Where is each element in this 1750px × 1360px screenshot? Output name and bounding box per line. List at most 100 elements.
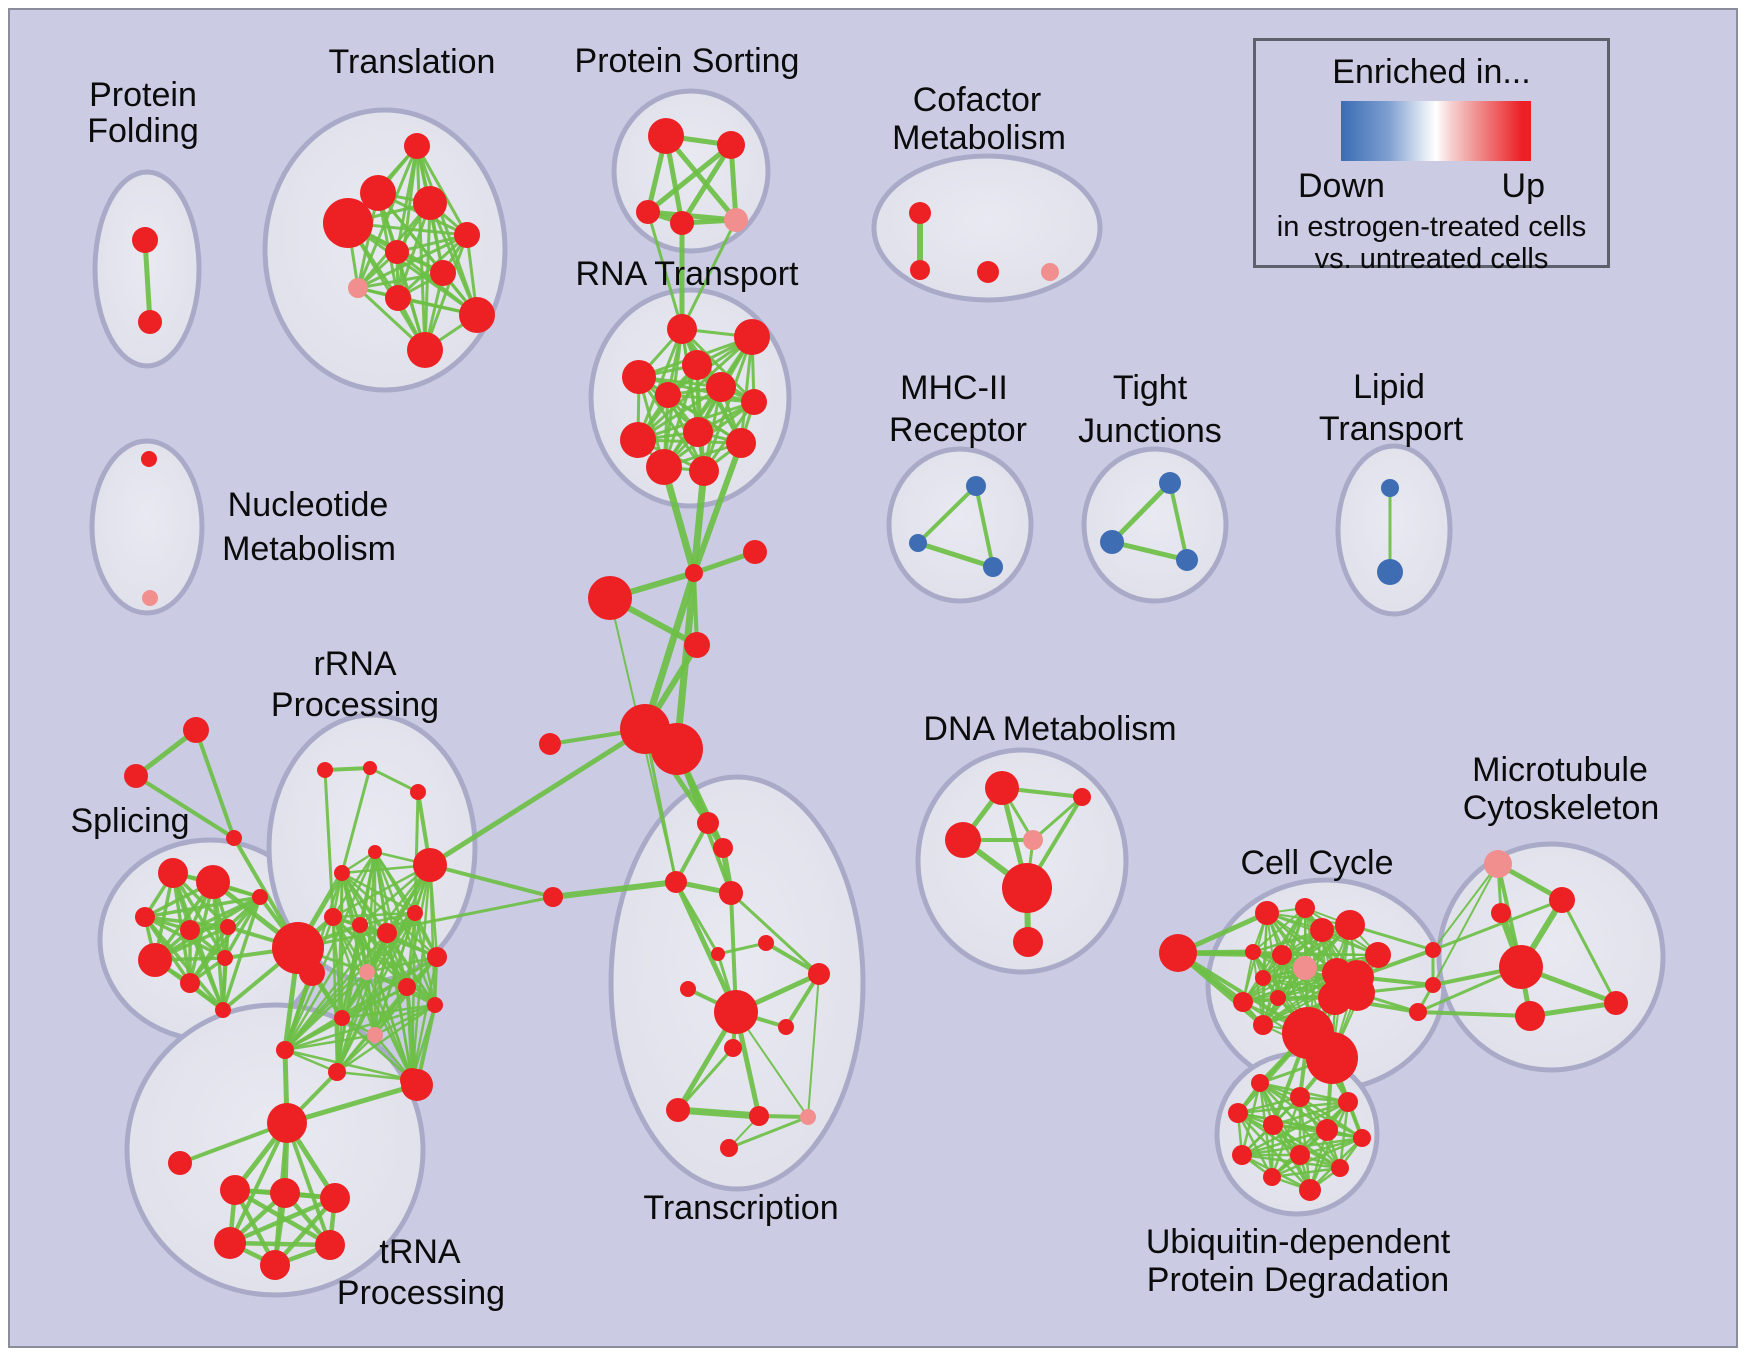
network-node	[215, 1002, 231, 1018]
cluster-ellipse-cofactor-metabolism	[871, 153, 1103, 303]
network-node	[1023, 830, 1043, 850]
network-node	[413, 848, 447, 882]
cluster-label-cofactor-metabolism: Cofactor	[913, 81, 1042, 119]
network-node	[684, 632, 710, 658]
network-node	[711, 947, 725, 961]
network-node	[910, 260, 930, 280]
network-node	[1499, 945, 1543, 989]
network-node	[1159, 472, 1181, 494]
network-node	[720, 1139, 738, 1157]
network-node	[1381, 479, 1399, 497]
network-node	[1425, 942, 1441, 958]
network-node	[427, 947, 447, 967]
cluster-label-cofactor-metabolism: Metabolism	[892, 119, 1066, 157]
network-node	[1335, 910, 1365, 940]
cluster-label-translation: Translation	[329, 43, 496, 81]
cluster-label-mhc-ii-receptor: Receptor	[889, 411, 1027, 449]
network-node	[670, 211, 694, 235]
network-node	[334, 865, 350, 881]
network-node	[724, 208, 748, 232]
network-node	[734, 319, 770, 355]
network-node	[1263, 1168, 1281, 1186]
network-node	[636, 200, 660, 224]
cluster-ellipse-tight-junctions	[1081, 446, 1229, 604]
network-node	[352, 917, 368, 933]
network-node	[299, 960, 325, 986]
network-node	[276, 1041, 294, 1059]
network-node	[427, 997, 443, 1013]
cluster-ellipse-microtubule-cytoskeleton	[1436, 841, 1666, 1073]
cluster-ellipse-lipid-transport	[1335, 443, 1453, 617]
network-node	[124, 764, 148, 788]
cluster-label-ubiquitin-dependent-protein-degradation: Protein Degradation	[1147, 1261, 1449, 1299]
network-node	[1002, 863, 1052, 913]
network-node	[404, 133, 430, 159]
cluster-label-lipid-transport: Transport	[1319, 410, 1464, 448]
network-node	[334, 1010, 350, 1026]
network-node	[270, 1178, 300, 1208]
network-node	[655, 382, 681, 408]
network-node	[1484, 850, 1512, 878]
network-node	[1263, 1115, 1283, 1135]
cluster-label-microtubule-cytoskeleton: Microtubule	[1472, 751, 1648, 789]
network-node	[385, 285, 411, 311]
cluster-ellipse-mhc-ii-receptor	[886, 446, 1034, 604]
cluster-ellipse-nucleotide-metabolism	[89, 438, 205, 616]
network-node	[1255, 970, 1271, 986]
network-node	[1013, 927, 1043, 957]
cluster-label-lipid-transport: Lipid	[1353, 368, 1425, 406]
network-node	[323, 198, 373, 248]
cluster-label-protein-sorting: Protein Sorting	[575, 42, 800, 80]
network-node	[1316, 1119, 1338, 1141]
cluster-label-protein-folding: Protein	[89, 76, 197, 114]
cluster-label-microtubule-cytoskeleton: Cytoskeleton	[1463, 789, 1660, 827]
network-node	[666, 1098, 690, 1122]
network-node	[252, 889, 268, 905]
network-node	[454, 222, 480, 248]
network-node	[1233, 992, 1253, 1012]
network-node	[983, 557, 1003, 577]
network-node	[158, 858, 188, 888]
cluster-label-splicing: Splicing	[70, 802, 189, 840]
network-node	[142, 590, 158, 606]
network-node	[741, 389, 767, 415]
network-node	[778, 1019, 794, 1035]
network-node	[717, 131, 745, 159]
network-node	[1331, 1159, 1349, 1177]
network-node	[141, 451, 157, 467]
network-node	[682, 350, 712, 380]
network-node	[217, 950, 233, 966]
network-node	[138, 310, 162, 334]
cluster-label-mhc-ii-receptor: MHC-II	[900, 369, 1008, 407]
network-node	[1515, 1001, 1545, 1031]
cluster-label-nucleotide-metabolism: Nucleotide	[228, 486, 389, 524]
cluster-label-tight-junctions: Tight	[1113, 369, 1188, 407]
network-node	[1306, 1032, 1358, 1084]
network-node	[377, 923, 397, 943]
network-node	[651, 723, 703, 775]
network-node	[945, 822, 981, 858]
network-node	[680, 981, 696, 997]
legend-caption-line1: in estrogen-treated cells	[1276, 211, 1587, 243]
network-node	[646, 449, 682, 485]
network-node	[697, 812, 719, 834]
network-node	[413, 186, 447, 220]
network-node	[1176, 549, 1198, 571]
cluster-label-tight-junctions: Junctions	[1078, 412, 1222, 450]
legend-down-label: Down	[1298, 167, 1385, 205]
network-node	[713, 838, 733, 858]
network-node	[1290, 1087, 1310, 1107]
network-node	[1232, 1145, 1252, 1165]
network-node	[1310, 918, 1334, 942]
network-node	[214, 1227, 246, 1259]
cluster-label-rrna-processing: rRNA	[313, 645, 396, 683]
network-node	[1228, 1103, 1248, 1123]
legend-box: Enriched in... Down Up in estrogen-treat…	[1253, 38, 1610, 275]
network-node	[1409, 1003, 1427, 1021]
cluster-label-trna-processing: Processing	[337, 1274, 505, 1312]
network-node	[135, 907, 155, 927]
network-node	[977, 261, 999, 283]
